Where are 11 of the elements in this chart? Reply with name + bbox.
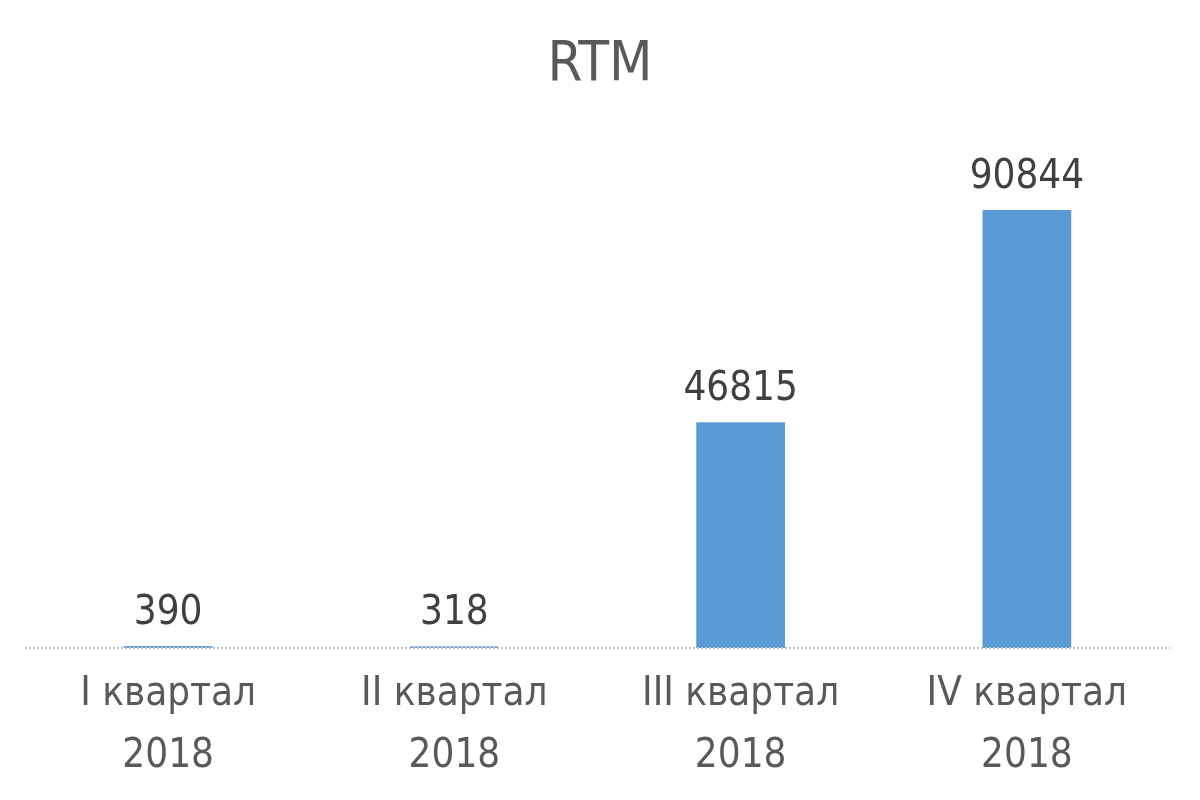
bar [696,422,785,648]
data-label: 46815 [683,363,798,410]
data-label: 318 [420,587,489,634]
x-tick-label: III квартал 2018 [642,668,840,776]
x-tick-label: II квартал 2018 [361,668,548,776]
data-label: 390 [133,587,203,634]
bar [982,210,1072,648]
chart-title: RTM [547,28,653,93]
data-label: 90844 [969,151,1085,197]
x-tick-label: IV квартал 2018 [926,668,1128,776]
x-tick-label: I квартал 2018 [80,668,257,776]
